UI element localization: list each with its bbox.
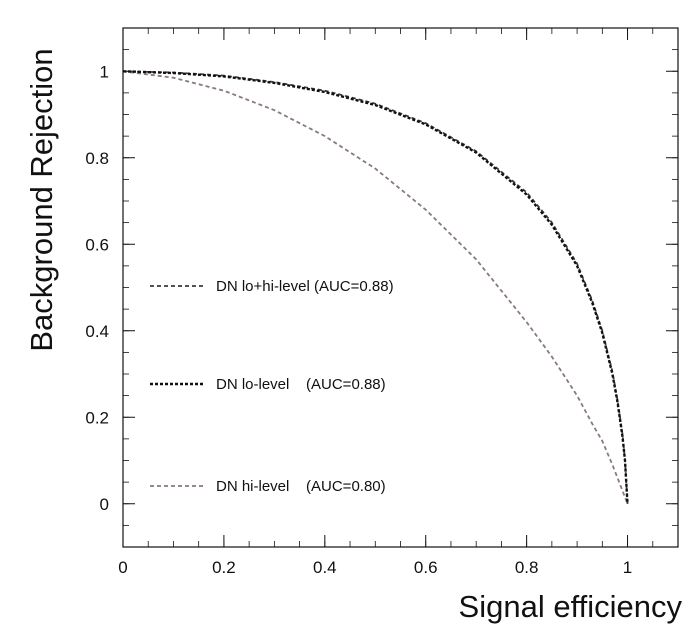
x-tick-label: 0 bbox=[118, 558, 127, 577]
x-axis-title: Signal efficiency bbox=[459, 589, 683, 624]
x-tick-label: 0.2 bbox=[212, 558, 236, 577]
y-axis-title: Background Rejection bbox=[24, 48, 59, 351]
series-layer bbox=[122, 70, 629, 505]
x-axis: 0 0.2 0.4 0.6 0.8 1 bbox=[118, 28, 679, 577]
y-tick-label: 0.8 bbox=[85, 149, 109, 168]
series-line-1 bbox=[122, 70, 629, 504]
y-tick-label: 0.6 bbox=[85, 235, 109, 254]
legend-label-2: DN hi-level (AUC=0.80) bbox=[216, 478, 386, 495]
x-tick-label: 0.8 bbox=[515, 558, 539, 577]
x-tick-label: 0.4 bbox=[313, 558, 337, 577]
y-tick-label: 0.4 bbox=[85, 322, 109, 341]
legend-label-1: DN lo-level (AUC=0.88) bbox=[216, 376, 386, 393]
y-tick-label: 0.2 bbox=[85, 408, 109, 427]
y-tick-label: 1 bbox=[100, 62, 109, 81]
y-axis: 0 0.2 0.4 0.6 0.8 1 bbox=[85, 27, 678, 548]
legend-label-0: DN lo+hi-level (AUC=0.88) bbox=[216, 278, 394, 295]
series-line-2 bbox=[122, 70, 629, 505]
x-tick-label: 1 bbox=[623, 558, 632, 577]
legend: DN lo+hi-level (AUC=0.88) DN lo-level (AU… bbox=[150, 278, 394, 495]
x-tick-label: 0.6 bbox=[414, 558, 438, 577]
y-tick-label: 0 bbox=[100, 495, 109, 514]
